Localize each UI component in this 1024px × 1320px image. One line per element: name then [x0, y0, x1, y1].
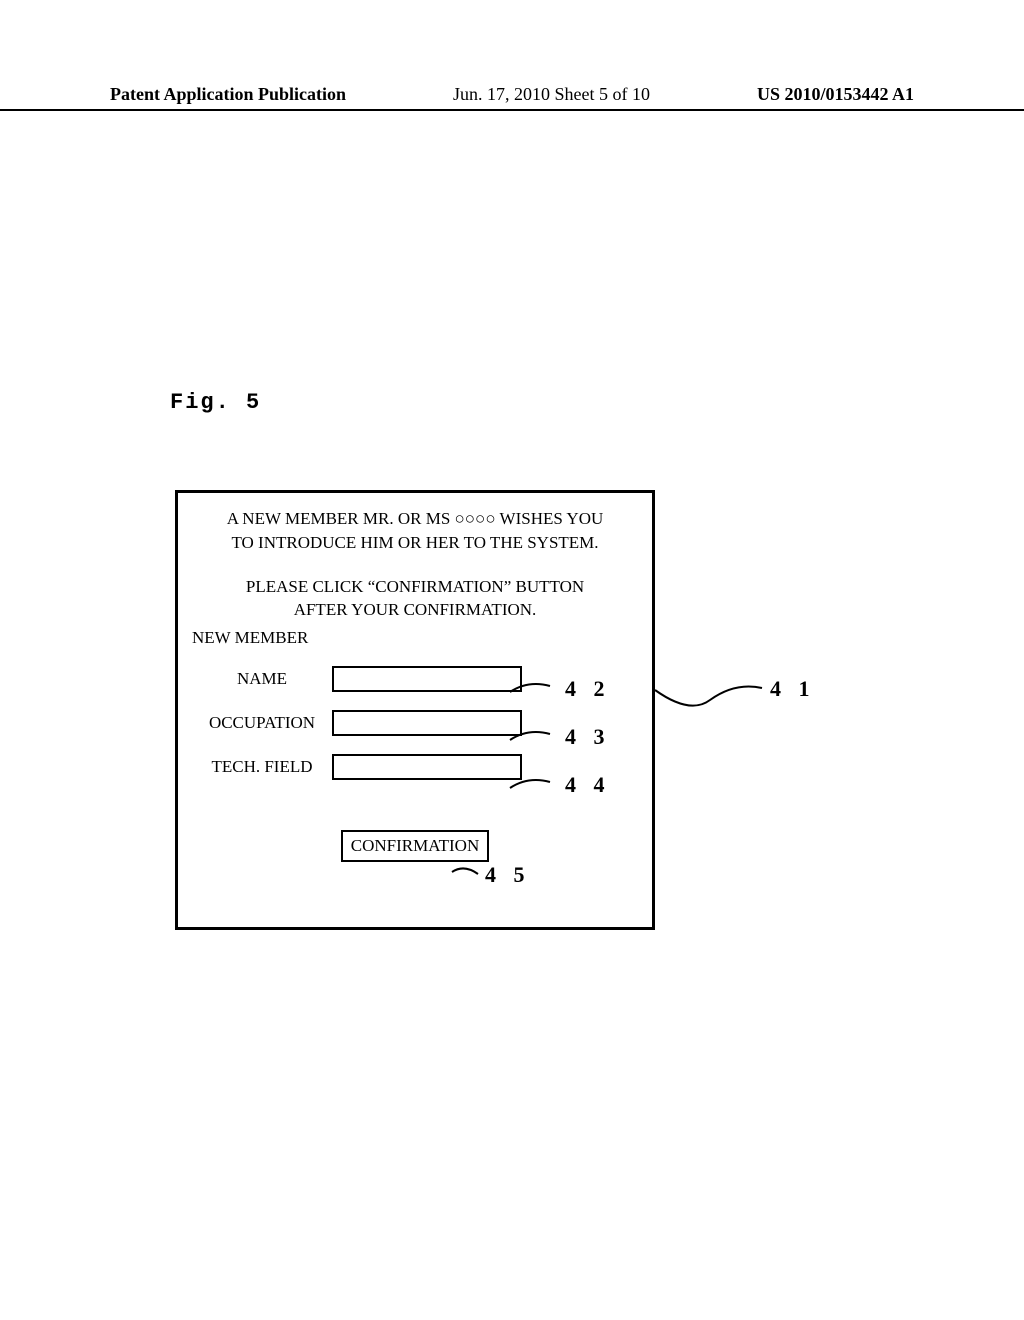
leader-lines	[0, 0, 1024, 1320]
